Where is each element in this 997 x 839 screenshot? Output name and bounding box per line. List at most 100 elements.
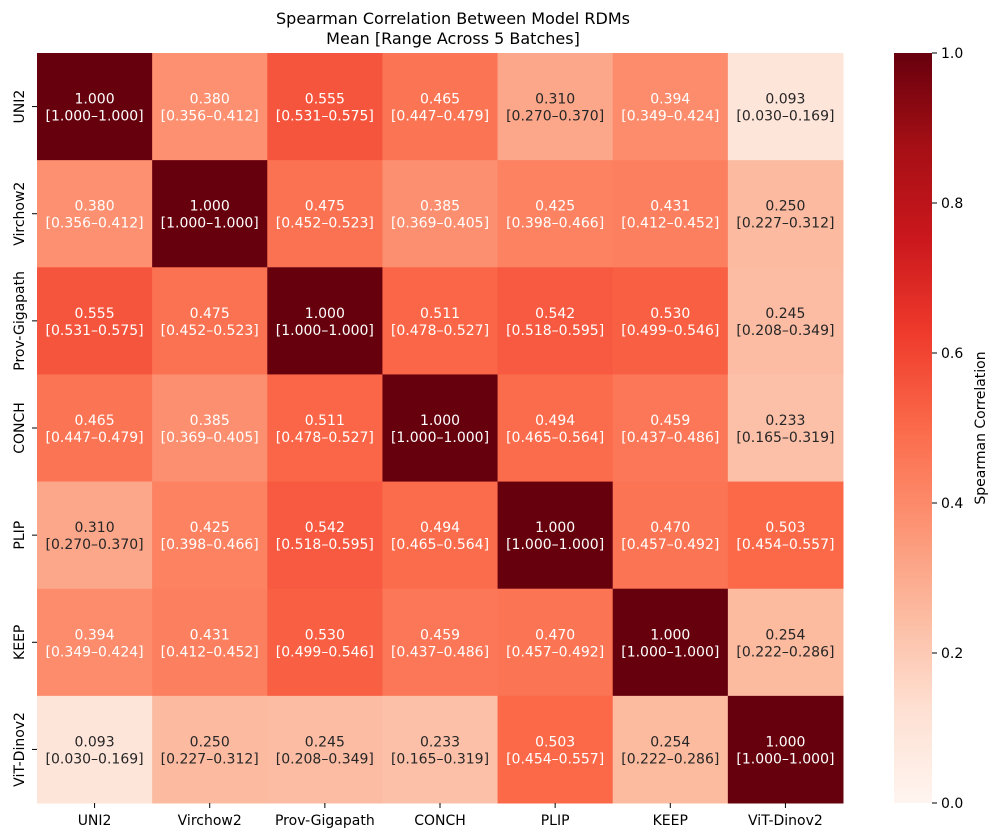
cell-range-label: [0.270–0.370] bbox=[46, 537, 144, 553]
y-tick-label: UNI2 bbox=[12, 90, 28, 124]
cell-mean-label: 0.503 bbox=[535, 734, 575, 750]
cell-range-label: [0.349–0.424] bbox=[621, 109, 719, 125]
cell-range-label: [0.518–0.595] bbox=[276, 537, 374, 553]
colorbar-tick-label: 1.0 bbox=[941, 46, 963, 62]
y-tick-label: PLIP bbox=[12, 521, 28, 550]
cell-range-label: [1.000–1.000] bbox=[621, 644, 719, 660]
y-tick-label: KEEP bbox=[12, 625, 28, 660]
cell-range-label: [0.412–0.452] bbox=[621, 216, 719, 232]
cell-mean-label: 0.555 bbox=[305, 92, 345, 108]
heatmap-cell bbox=[612, 53, 729, 161]
cell-mean-label: 0.511 bbox=[420, 306, 460, 322]
heatmap-cell bbox=[37, 53, 153, 161]
cell-mean-label: 0.254 bbox=[650, 734, 690, 750]
x-tick-label: KEEP bbox=[653, 813, 688, 829]
heatmap-cell bbox=[267, 588, 383, 697]
cell-mean-label: 0.475 bbox=[305, 199, 345, 215]
heatmap-cell bbox=[727, 267, 844, 375]
cell-range-label: [0.270–0.370] bbox=[506, 109, 604, 125]
cell-mean-label: 0.494 bbox=[535, 413, 575, 429]
heatmap-cell bbox=[727, 53, 844, 161]
cell-range-label: [0.398–0.466] bbox=[161, 537, 259, 553]
heatmap-cell bbox=[267, 695, 383, 804]
heatmap-cell bbox=[727, 588, 844, 697]
cell-mean-label: 1.000 bbox=[305, 306, 345, 322]
cell-mean-label: 0.310 bbox=[535, 92, 575, 108]
cell-range-label: [0.165–0.319] bbox=[736, 430, 834, 446]
heatmap-cell bbox=[382, 53, 499, 161]
heatmap-cell bbox=[727, 160, 844, 268]
heatmap-cell bbox=[497, 267, 614, 375]
cell-mean-label: 0.394 bbox=[650, 92, 690, 108]
cell-range-label: [1.000–1.000] bbox=[736, 751, 834, 767]
cell-range-label: [0.437–0.486] bbox=[391, 644, 489, 660]
y-tick-label: ViT-Dinov2 bbox=[12, 712, 28, 787]
chart-subtitle: Mean [Range Across 5 Batches] bbox=[326, 29, 580, 48]
heatmap-cell bbox=[382, 481, 499, 590]
cell-range-label: [0.398–0.466] bbox=[506, 216, 604, 232]
cell-range-label: [0.208–0.349] bbox=[736, 323, 834, 339]
x-tick-label: UNI2 bbox=[78, 813, 112, 829]
cell-mean-label: 1.000 bbox=[75, 92, 115, 108]
cell-range-label: [0.356–0.412] bbox=[46, 216, 144, 232]
cell-mean-label: 0.093 bbox=[765, 92, 805, 108]
cell-range-label: [1.000–1.000] bbox=[506, 537, 604, 553]
cell-mean-label: 0.503 bbox=[765, 520, 805, 536]
heatmap-cells bbox=[37, 53, 844, 804]
cell-mean-label: 0.542 bbox=[305, 520, 345, 536]
cell-range-label: [0.369–0.405] bbox=[161, 430, 259, 446]
heatmap-cell bbox=[497, 588, 614, 697]
x-tick-label: Virchow2 bbox=[178, 813, 242, 829]
cell-mean-label: 0.494 bbox=[420, 520, 460, 536]
cell-mean-label: 0.431 bbox=[650, 199, 690, 215]
heatmap-cell bbox=[497, 53, 614, 161]
heatmap-cell bbox=[152, 695, 268, 804]
cell-mean-label: 1.000 bbox=[190, 199, 230, 215]
heatmap-cell bbox=[152, 267, 268, 375]
colorbar: 0.0 0.2 0.4 0.6 0.8 1.0 Spearman Correlation bbox=[894, 46, 989, 812]
heatmap-cell bbox=[152, 374, 268, 483]
cell-range-label: [0.465–0.564] bbox=[391, 537, 489, 553]
cell-range-label: [0.457–0.492] bbox=[621, 537, 719, 553]
cell-range-label: [0.208–0.349] bbox=[276, 751, 374, 767]
cell-range-label: [0.499–0.546] bbox=[621, 323, 719, 339]
cell-range-label: [0.227–0.312] bbox=[736, 216, 834, 232]
y-tick-label: Virchow2 bbox=[12, 182, 28, 246]
heatmap-cell bbox=[497, 374, 614, 483]
y-tick-label: CONCH bbox=[12, 402, 28, 454]
x-tick-label: ViT-Dinov2 bbox=[748, 813, 823, 829]
cell-mean-label: 0.470 bbox=[650, 520, 690, 536]
heatmap-cell bbox=[382, 695, 499, 804]
colorbar-label: Spearman Correlation bbox=[973, 351, 989, 504]
cell-mean-label: 0.233 bbox=[420, 734, 460, 750]
heatmap-cell bbox=[497, 695, 614, 804]
colorbar-tick-label: 0.4 bbox=[941, 496, 963, 512]
heatmap-cell bbox=[497, 160, 614, 268]
heatmap-cell bbox=[382, 160, 499, 268]
heatmap-cell bbox=[382, 267, 499, 375]
heatmap-cell bbox=[727, 695, 844, 804]
heatmap-cell bbox=[727, 374, 844, 483]
cell-mean-label: 0.310 bbox=[75, 520, 115, 536]
cell-range-label: [0.518–0.595] bbox=[506, 323, 604, 339]
heatmap-cell bbox=[727, 481, 844, 590]
cell-mean-label: 1.000 bbox=[650, 627, 690, 643]
cell-mean-label: 0.385 bbox=[420, 199, 460, 215]
cell-range-label: [0.030–0.169] bbox=[736, 109, 834, 125]
colorbar-gradient bbox=[894, 53, 932, 803]
cell-mean-label: 0.425 bbox=[190, 520, 230, 536]
cell-mean-label: 0.233 bbox=[765, 413, 805, 429]
x-axis: UNI2 Virchow2 Prov-Gigapath CONCH PLIP KEEP Vi… bbox=[78, 803, 823, 829]
heatmap-cell bbox=[612, 695, 729, 804]
heatmap-cell bbox=[152, 481, 268, 590]
cell-range-label: [1.000–1.000] bbox=[46, 109, 144, 125]
heatmap-cell bbox=[497, 481, 614, 590]
cell-mean-label: 0.254 bbox=[765, 627, 805, 643]
cell-mean-label: 0.385 bbox=[190, 413, 230, 429]
heatmap-cell-labels: 1.000[1.000–1.000]0.380[0.356–0.412]0.55… bbox=[46, 92, 835, 768]
cell-mean-label: 0.394 bbox=[75, 627, 115, 643]
colorbar-tick-label: 0.6 bbox=[941, 346, 963, 362]
cell-mean-label: 0.555 bbox=[75, 306, 115, 322]
cell-mean-label: 0.425 bbox=[535, 199, 575, 215]
